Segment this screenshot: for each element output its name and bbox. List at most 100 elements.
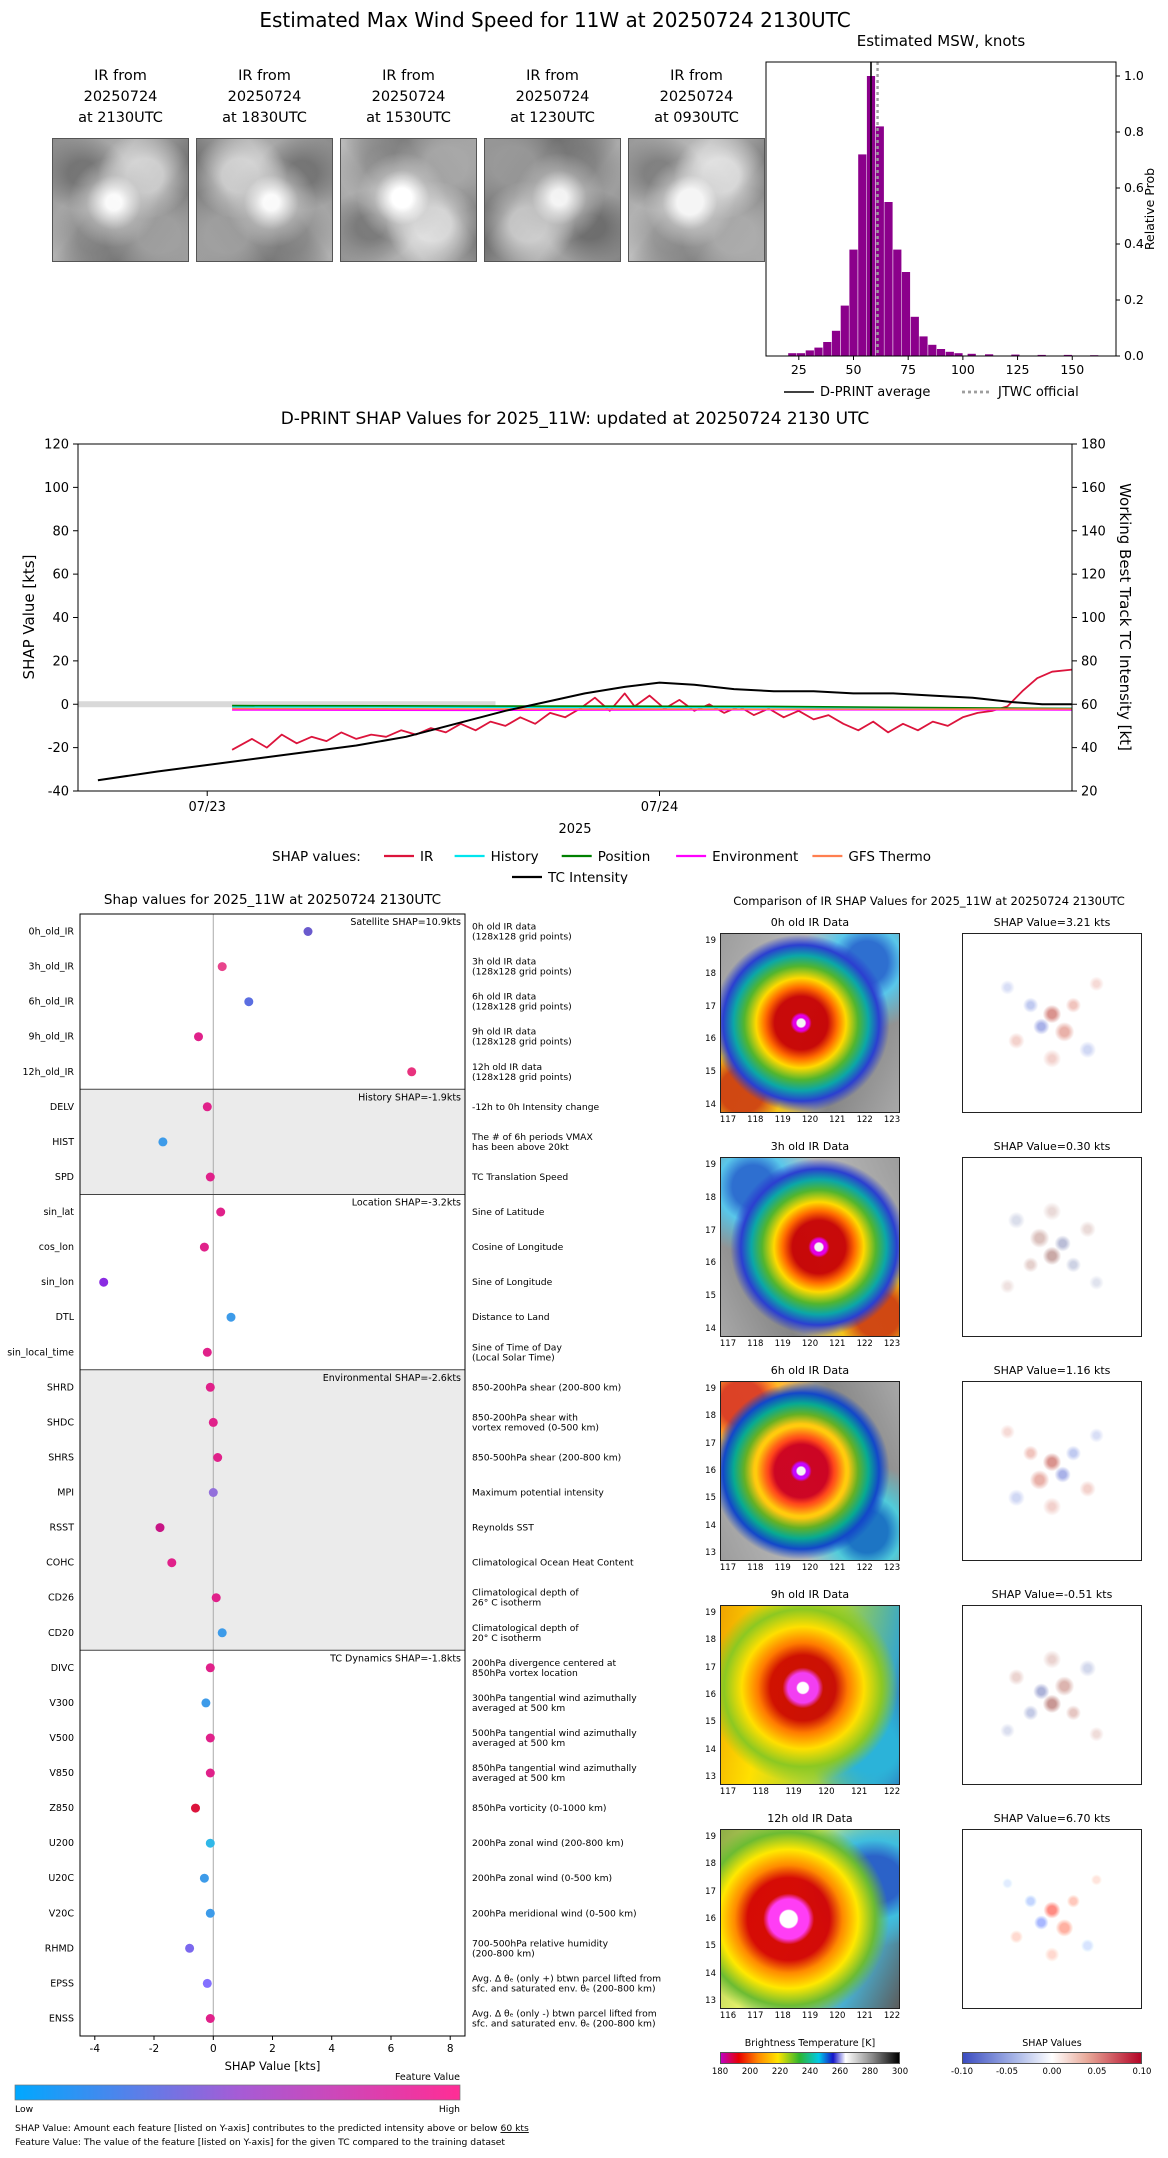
msw-histogram-chart: Estimated MSW, knots 25 50 75 100 125 150 0.0 0.…	[765, 32, 1157, 400]
svg-text:50: 50	[846, 362, 862, 377]
svg-text:300hPa tangential wind azimuth: 300hPa tangential wind azimuthally	[472, 1693, 637, 1704]
shap-tick-label: 0.00	[1042, 2067, 1062, 2077]
svg-text:sin_lat: sin_lat	[43, 1207, 74, 1218]
ir-brightness-texture	[721, 1606, 899, 1784]
svg-text:12h_old_IR: 12h_old_IR	[23, 1067, 75, 1078]
lon-tick-label: 119	[774, 1339, 791, 1349]
lat-tick-label: 18	[705, 1859, 716, 1870]
ir-cloud-texture	[485, 139, 620, 261]
svg-text:60: 60	[1081, 698, 1098, 713]
svg-text:200hPa zonal wind (200-800 km): 200hPa zonal wind (200-800 km)	[472, 1838, 624, 1849]
svg-text:850-200hPa shear (200-800 km): 850-200hPa shear (200-800 km)	[472, 1382, 621, 1393]
svg-text:ENSS: ENSS	[49, 2014, 74, 2025]
svg-text:DIVC: DIVC	[51, 1663, 75, 1674]
lat-tick-label: 18	[705, 1192, 716, 1203]
svg-text:History SHAP=-1.9kts: History SHAP=-1.9kts	[358, 1092, 461, 1103]
svg-text:TC Dynamics SHAP=-1.8kts: TC Dynamics SHAP=-1.8kts	[329, 1653, 461, 1664]
svg-text:RHMD: RHMD	[45, 1943, 74, 1954]
lon-tick-label: 117	[719, 1563, 737, 1573]
svg-text:-40: -40	[48, 785, 69, 800]
svg-text:200hPa zonal wind (0-500 km): 200hPa zonal wind (0-500 km)	[472, 1873, 612, 1884]
svg-text:20: 20	[1081, 785, 1098, 800]
svg-text:Working Best Track TC Intensit: Working Best Track TC Intensity [kt]	[1116, 483, 1134, 751]
lat-tick-label: 16	[705, 1690, 716, 1700]
svg-text:Low: Low	[15, 2104, 34, 2115]
lon-tick-label: 120	[801, 1563, 819, 1573]
svg-text:0.8: 0.8	[1124, 124, 1144, 139]
histogram-reference-lines	[870, 62, 879, 356]
svg-text:Position: Position	[598, 849, 651, 865]
svg-text:125: 125	[1006, 362, 1030, 377]
svg-text:100: 100	[951, 362, 975, 377]
lat-tick-label: 19	[705, 1160, 716, 1170]
feature-value-colorbar: Feature Value Low High	[14, 2072, 461, 2115]
shap-feature-dotplot: Shap values for 2025_11W at 20250724 213…	[7, 892, 661, 2148]
svg-text:26° C isotherm: 26° C isotherm	[472, 1598, 541, 1609]
lon-tick-label: 121	[829, 1563, 846, 1573]
lat-tick-label: 16	[705, 1914, 716, 1924]
ir-brightness-texture	[721, 1830, 899, 2008]
lon-tick-label: 122	[856, 1339, 873, 1349]
svg-text:SPD: SPD	[55, 1172, 74, 1183]
ir-cloud-texture	[197, 139, 332, 261]
svg-text:The # of 6h periods VMAX: The # of 6h periods VMAX	[471, 1132, 593, 1143]
shap-panel-title: SHAP Value=0.30 kts	[993, 1140, 1111, 1153]
svg-text:Estimated MSW, knots: Estimated MSW, knots	[857, 32, 1026, 50]
svg-text:(128x128 grid points): (128x128 grid points)	[472, 1002, 572, 1013]
svg-text:GFS Thermo: GFS Thermo	[848, 849, 931, 865]
ir-brightness-texture	[721, 1382, 899, 1560]
dotplot-section-shading	[80, 1089, 465, 1651]
svg-text:Avg. Δ θₑ (only -) btwn parcel: Avg. Δ θₑ (only -) btwn parcel lifted fr…	[472, 2009, 657, 2020]
ir-thumbnail-cell: IR from 20250724 at 0930UTC	[628, 66, 765, 262]
ir-panel-title: 12h old IR Data	[767, 1812, 853, 1825]
lat-tick-label: 17	[705, 1886, 716, 1897]
svg-text:500hPa tangential wind azimuth: 500hPa tangential wind azimuthally	[472, 1728, 637, 1739]
lon-tick-label: 119	[774, 1115, 791, 1125]
svg-text:Feature Value: Feature Value	[395, 2072, 460, 2083]
svg-text:-20: -20	[48, 741, 69, 756]
ir-data-image	[720, 933, 900, 1113]
shap-colorbar	[962, 2052, 1142, 2064]
svg-text:D-PRINT average: D-PRINT average	[820, 385, 930, 400]
svg-text:Feature Value: The value of th: Feature Value: The value of the feature …	[15, 2137, 505, 2148]
svg-text:700-500hPa relative humidity: 700-500hPa relative humidity	[472, 1938, 609, 1949]
svg-text:150: 150	[1060, 362, 1084, 377]
svg-text:CD20: CD20	[48, 1628, 74, 1639]
lon-tick-label: 122	[856, 1563, 873, 1573]
svg-text:Avg. Δ θₑ (only +) btwn parcel: Avg. Δ θₑ (only +) btwn parcel lifted fr…	[472, 1973, 661, 1984]
shap-tick-label: -0.05	[996, 2067, 1018, 2077]
lon-tick-label: 118	[747, 1563, 764, 1573]
lat-tick-label: 13	[705, 1772, 716, 1782]
svg-text:averaged at 500 km: averaged at 500 km	[472, 1738, 565, 1749]
svg-text:850hPa vortex location: 850hPa vortex location	[472, 1668, 578, 1679]
lon-tick-label: 119	[774, 1563, 791, 1573]
svg-text:850hPa vorticity (0-1000 km): 850hPa vorticity (0-1000 km)	[472, 1803, 607, 1814]
svg-text:Sine of Latitude: Sine of Latitude	[472, 1207, 545, 1218]
lon-tick-label: 119	[801, 2011, 819, 2021]
lat-tick-label: 13	[705, 1548, 716, 1558]
ir-thumbnail-label: IR from 20250724 at 0930UTC	[654, 68, 739, 127]
svg-text:1.0: 1.0	[1124, 68, 1144, 83]
svg-text:SHAP Value [kts]: SHAP Value [kts]	[20, 555, 38, 680]
svg-text:850-200hPa shear with: 850-200hPa shear with	[472, 1412, 578, 1423]
svg-text:(128x128 grid points): (128x128 grid points)	[472, 1072, 572, 1083]
shap-value-image	[962, 1605, 1142, 1785]
svg-text:TC Translation Speed: TC Translation Speed	[471, 1172, 568, 1183]
ir-data-image	[720, 1605, 900, 1785]
lon-tick-label: 118	[752, 1787, 769, 1797]
ir-shap-comparison: Comparison of IR SHAP Values for 2025_11…	[690, 888, 1168, 2158]
svg-text:0: 0	[61, 698, 69, 713]
ir-data-image	[720, 1157, 900, 1337]
svg-text:200hPa divergence centered at: 200hPa divergence centered at	[472, 1658, 616, 1669]
timeseries-lines	[97, 668, 1073, 782]
ir-comparison-title: Comparison of IR SHAP Values for 2025_11…	[733, 894, 1125, 908]
svg-text:History: History	[491, 849, 539, 865]
svg-text:0h_old_IR: 0h_old_IR	[29, 927, 75, 938]
shap-value-image	[962, 933, 1142, 1113]
svg-text:RSST: RSST	[50, 1523, 75, 1534]
svg-text:(128x128 grid points): (128x128 grid points)	[472, 1037, 572, 1048]
svg-text:0: 0	[210, 2043, 217, 2055]
svg-text:sfc. and saturated env. θₑ (20: sfc. and saturated env. θₑ (200-800 km)	[472, 2019, 656, 2030]
ir-brightness-texture	[721, 1158, 899, 1336]
